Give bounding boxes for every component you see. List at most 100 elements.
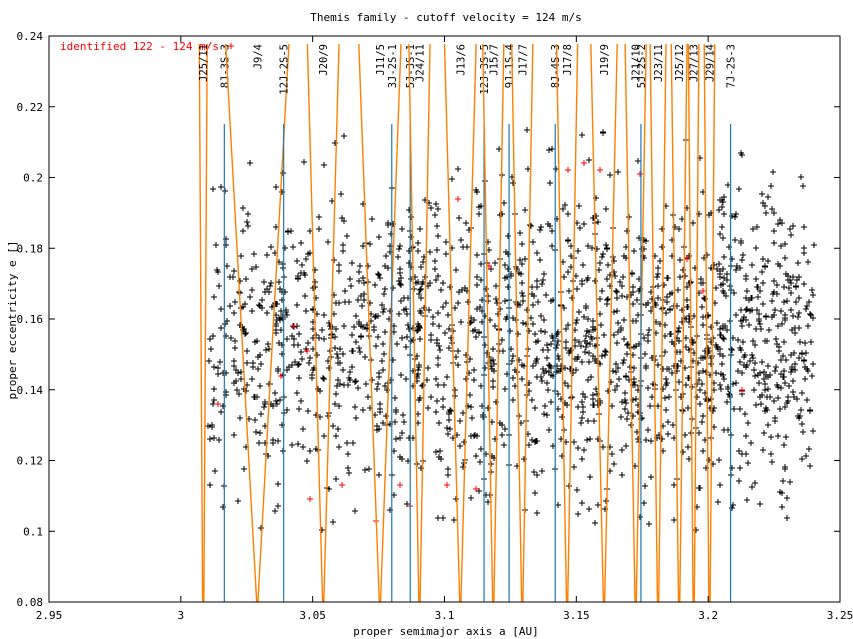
member-point (320, 375, 326, 381)
member-point (799, 390, 805, 396)
member-point (746, 322, 752, 328)
member-point (631, 365, 637, 371)
member-point (495, 311, 501, 317)
resonance-label: J17/8 (562, 44, 574, 76)
member-point (325, 239, 331, 245)
member-point (781, 299, 787, 305)
member-point (760, 447, 766, 453)
member-point (245, 223, 251, 229)
member-point (530, 302, 536, 308)
member-point (436, 323, 442, 329)
member-point (272, 390, 278, 396)
member-point (332, 345, 338, 351)
member-point (590, 353, 596, 359)
member-point (210, 333, 216, 339)
member-point (803, 306, 809, 312)
member-point (440, 396, 446, 402)
member-point (655, 283, 661, 289)
member-point (534, 510, 540, 516)
member-point (477, 304, 483, 310)
member-point (224, 318, 230, 324)
member-point (512, 383, 518, 389)
member-point (799, 456, 805, 462)
member-point (428, 394, 434, 400)
member-point (738, 307, 744, 313)
member-point (803, 453, 809, 459)
member-point (573, 320, 579, 326)
member-point (532, 405, 538, 411)
member-point (415, 248, 421, 254)
member-point (568, 366, 574, 372)
resonance-label: 12J-3S-5 (479, 44, 491, 95)
y-tick-label: 0.08 (17, 596, 44, 609)
member-point (375, 381, 381, 387)
member-point (539, 378, 545, 384)
member-point (713, 370, 719, 376)
member-point (717, 482, 723, 488)
member-point (463, 376, 469, 382)
member-point (534, 374, 540, 380)
member-point (422, 274, 428, 280)
identified-point (637, 171, 643, 177)
member-point (619, 283, 625, 289)
member-point (720, 281, 726, 287)
member-point (713, 285, 719, 291)
member-point (809, 373, 815, 379)
member-point (252, 417, 258, 423)
member-point (505, 266, 511, 272)
member-point (330, 423, 336, 429)
member-point (719, 361, 725, 367)
member-point (447, 426, 453, 432)
member-point (298, 398, 304, 404)
member-point (485, 405, 491, 411)
member-point (533, 360, 539, 366)
member-point (220, 403, 226, 409)
member-point (683, 335, 689, 341)
member-point (534, 250, 540, 256)
member-point (295, 275, 301, 281)
member-point (478, 203, 484, 209)
member-point (396, 311, 402, 317)
member-point (611, 332, 617, 338)
member-point (445, 472, 451, 478)
member-point (610, 368, 616, 374)
member-point (659, 244, 665, 250)
member-point (244, 219, 250, 225)
member-point (706, 212, 712, 218)
member-point (334, 351, 340, 357)
member-point (350, 348, 356, 354)
member-point (773, 336, 779, 342)
member-point (733, 380, 739, 386)
member-point (345, 465, 351, 471)
member-point (377, 406, 383, 412)
member-point (440, 304, 446, 310)
member-point (736, 186, 742, 192)
member-point (580, 409, 586, 415)
member-point (622, 390, 628, 396)
member-point (697, 401, 703, 407)
member-point (533, 339, 539, 345)
member-point (539, 468, 545, 474)
member-point (762, 263, 768, 269)
member-point (565, 383, 571, 389)
member-point (263, 347, 269, 353)
member-point (588, 334, 594, 340)
member-point (716, 207, 722, 213)
member-point (744, 288, 750, 294)
member-point (677, 274, 683, 280)
member-point (585, 316, 591, 322)
member-point (218, 184, 224, 190)
member-point (433, 449, 439, 455)
member-point (381, 351, 387, 357)
member-point (586, 359, 592, 365)
resonance-label: 7J-2S-3 (726, 44, 738, 88)
member-point (417, 395, 423, 401)
member-point (574, 286, 580, 292)
member-point (645, 332, 651, 338)
member-point (621, 317, 627, 323)
member-point (699, 419, 705, 425)
member-point (264, 310, 270, 316)
member-point (457, 418, 463, 424)
member-point (482, 342, 488, 348)
member-point (597, 260, 603, 266)
